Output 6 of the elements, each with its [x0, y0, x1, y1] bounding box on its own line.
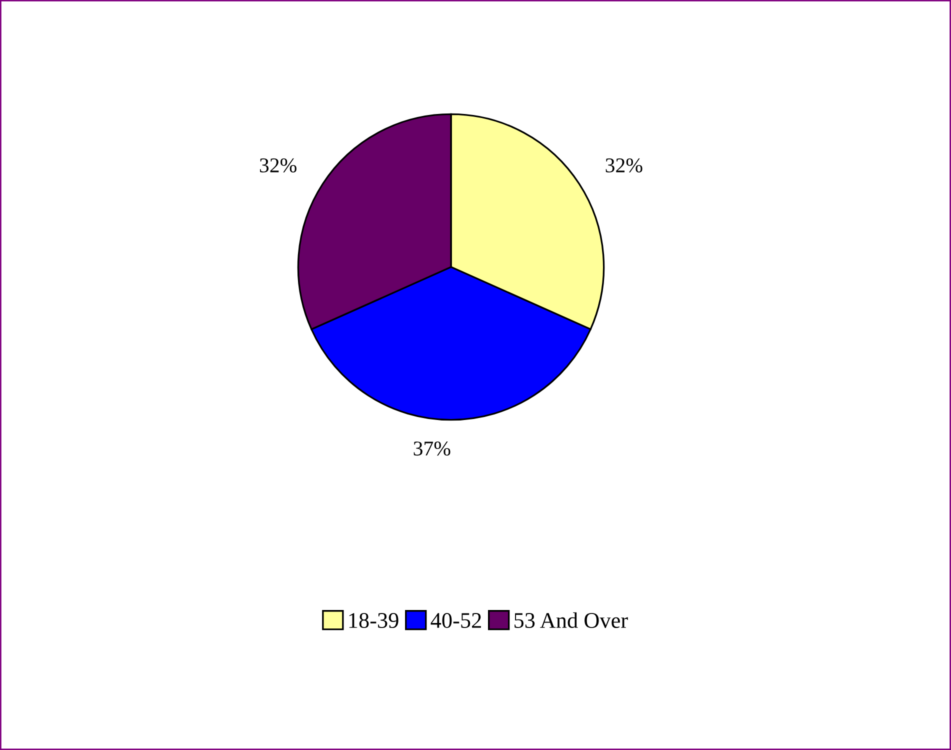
legend-label: 40-52	[430, 612, 481, 628]
data-label: 32%	[260, 158, 296, 172]
legend-label: 53 And Over	[514, 612, 628, 628]
data-label: 32%	[606, 158, 642, 172]
data-label: 37%	[414, 442, 450, 456]
legend-label: 18-39	[349, 612, 398, 628]
